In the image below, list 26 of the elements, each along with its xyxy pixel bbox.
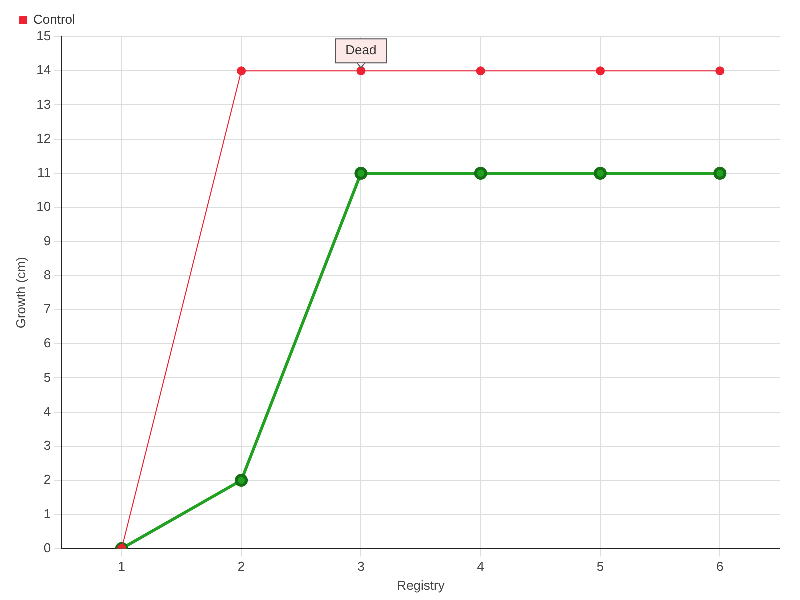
y-tick-label: 0 [44,540,52,556]
y-tick-label: 10 [36,199,52,214]
y-tick-label: 4 [44,404,52,419]
y-tick-label: 8 [44,267,52,282]
x-tick-label: 6 [716,559,724,574]
y-tick-label: 1 [44,506,52,522]
y-tick-label: 2 [44,472,52,488]
x-tick-label: 2 [238,559,246,574]
annotation: Dead [346,42,377,58]
y-tick-label: 12 [36,130,52,146]
y-tick-label: 3 [44,438,52,454]
y-tick-label: 13 [36,96,52,112]
y-tick-label: 15 [36,28,52,44]
y-tick-label: 14 [36,62,52,78]
y-tick-label: 7 [44,302,52,317]
x-tick-label: 5 [596,559,604,574]
y-tick-label: 6 [44,336,52,351]
x-tick-label: 1 [118,559,126,574]
x-tick-label: 3 [358,559,365,574]
y-tick-label: 11 [38,165,52,180]
y-axis-title: Growth (cm) [13,257,28,329]
y-tick-label: 5 [44,370,52,385]
y-tick-label: 9 [44,233,52,248]
legend-label: Control [34,12,76,28]
x-axis-title: Registry [397,578,446,593]
x-tick-label: 4 [477,559,484,574]
